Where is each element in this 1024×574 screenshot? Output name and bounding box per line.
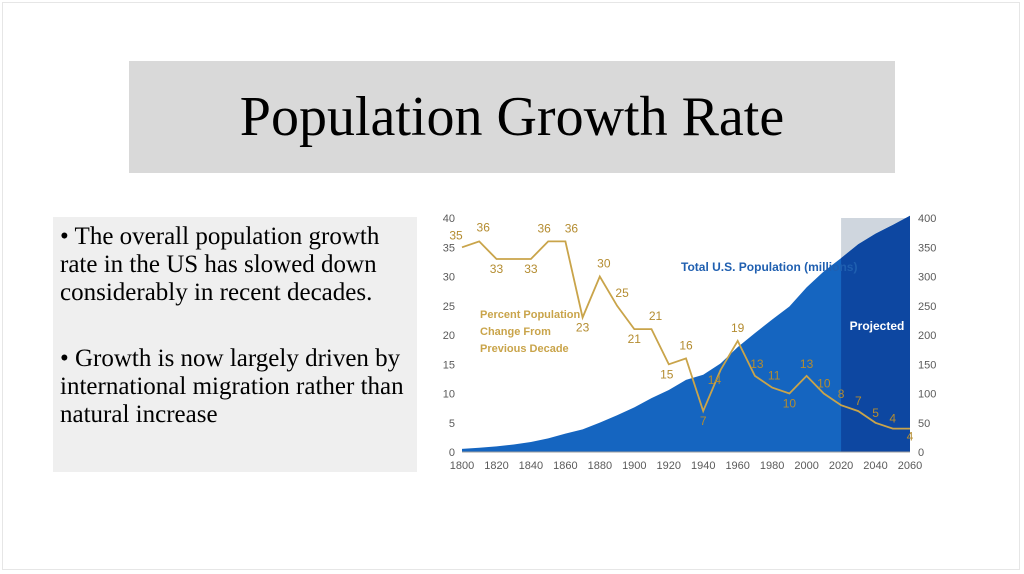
x-tick-label: 2040 (863, 460, 887, 472)
left-tick-label: 30 (443, 272, 455, 284)
population-area (462, 215, 910, 452)
right-tick-label: 400 (918, 213, 936, 225)
left-tick-label: 35 (443, 242, 455, 254)
percent-data-label: 7 (700, 414, 707, 428)
percent-data-label: 8 (838, 387, 845, 401)
percent-data-label: 30 (597, 257, 611, 271)
x-tick-label: 1960 (725, 460, 749, 472)
right-tick-label: 250 (918, 301, 936, 313)
x-tick-label: 2000 (794, 460, 818, 472)
slide-title: Population Growth Rate (239, 86, 785, 148)
x-tick-label: 1940 (691, 460, 715, 472)
bullet-box: • The overall population growth rate in … (53, 217, 417, 472)
percent-data-label: 5 (872, 406, 879, 420)
right-tick-label: 0 (918, 447, 924, 459)
x-tick-label: 1840 (519, 460, 543, 472)
x-tick-label: 2060 (898, 460, 922, 472)
left-tick-label: 15 (443, 359, 455, 371)
right-tick-label: 300 (918, 272, 936, 284)
percent-data-label: 35 (449, 228, 463, 242)
population-chart: 0510152025303540050100150200250300350400… (443, 213, 937, 472)
percent-data-label: 25 (615, 286, 629, 300)
percent-data-label: 10 (817, 377, 831, 391)
percent-series-label: Percent Population (480, 309, 581, 321)
left-tick-label: 5 (449, 418, 455, 430)
right-tick-label: 150 (918, 359, 936, 371)
percent-series-label: Change From (480, 326, 551, 338)
percent-data-label: 11 (768, 369, 781, 383)
percent-data-label: 4 (907, 430, 914, 444)
left-tick-label: 10 (443, 389, 455, 401)
percent-data-label: 33 (490, 262, 504, 276)
projected-label: Projected (850, 319, 905, 333)
percent-data-label: 4 (889, 412, 896, 426)
percent-data-label: 36 (537, 221, 551, 235)
percent-data-label: 16 (679, 338, 693, 352)
x-tick-label: 1820 (484, 460, 508, 472)
x-tick-label: 2020 (829, 460, 853, 472)
population-series-label: Total U.S. Population (millions) (681, 260, 857, 274)
x-tick-label: 1880 (588, 460, 612, 472)
percent-data-label: 19 (731, 321, 745, 335)
left-tick-label: 40 (443, 213, 455, 225)
x-tick-label: 1980 (760, 460, 784, 472)
percent-data-label: 10 (783, 397, 797, 411)
percent-data-label: 7 (855, 394, 862, 408)
x-tick-label: 1920 (657, 460, 681, 472)
percent-data-label: 13 (750, 357, 764, 371)
percent-data-label: 15 (660, 367, 674, 381)
left-tick-label: 25 (443, 301, 455, 313)
right-tick-label: 350 (918, 242, 936, 254)
percent-data-label: 23 (576, 320, 590, 334)
percent-data-label: 13 (800, 357, 814, 371)
percent-data-label: 36 (565, 221, 579, 235)
left-tick-label: 0 (449, 447, 455, 459)
percent-data-label: 21 (649, 309, 663, 323)
percent-data-label: 14 (708, 373, 722, 387)
x-tick-label: 1860 (553, 460, 577, 472)
left-tick-label: 20 (443, 330, 455, 342)
percent-series-label: Previous Decade (480, 343, 569, 355)
title-box: Population Growth Rate (129, 61, 895, 173)
percent-data-label: 33 (524, 262, 538, 276)
x-tick-label: 1800 (450, 460, 474, 472)
bullet-2: • Growth is now largely driven by intern… (60, 345, 404, 428)
bullet-1: • The overall population growth rate in … (60, 223, 380, 306)
projected-population-area (841, 215, 910, 452)
percent-data-label: 21 (628, 332, 642, 346)
right-tick-label: 100 (918, 389, 936, 401)
right-tick-label: 50 (918, 418, 930, 430)
percent-data-label: 36 (477, 220, 491, 234)
right-tick-label: 200 (918, 330, 936, 342)
x-tick-label: 1900 (622, 460, 646, 472)
percent-change-line (461, 240, 910, 430)
